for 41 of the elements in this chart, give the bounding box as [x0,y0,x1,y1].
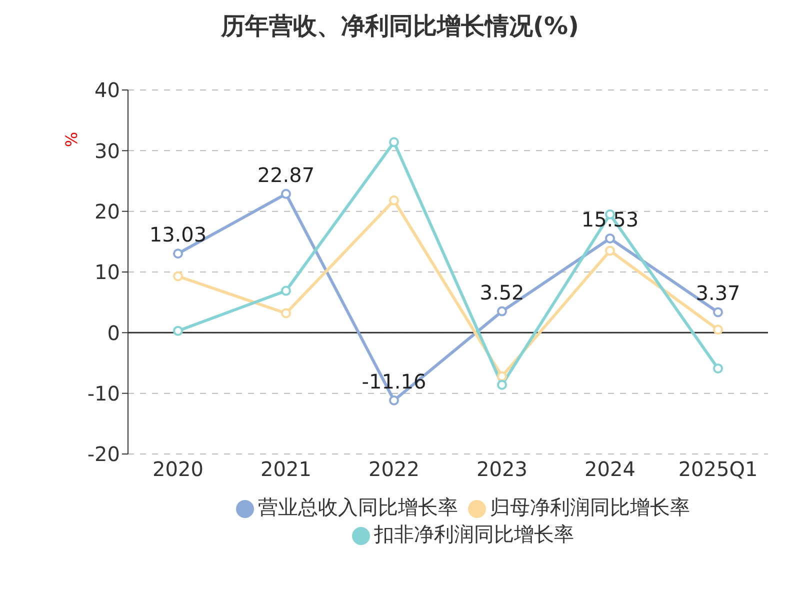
point [281,188,291,199]
point [497,306,507,316]
data-label: 3.37 [696,281,740,306]
data-label: -11.16 [362,369,426,394]
point [497,371,507,382]
y-tick-label: 20 [94,199,120,224]
point [713,307,723,318]
y-tick-label: -10 [87,381,120,406]
data-label: 22.87 [257,162,315,187]
y-tick-label: -20 [87,442,120,466]
x-tick-label: 2023 [476,457,528,482]
point [713,324,723,335]
point [605,246,615,256]
point [389,395,399,406]
x-tick-label: 2025Q1 [678,457,758,482]
data-label: 15.53 [581,207,639,232]
point [281,286,291,296]
point [281,308,291,318]
data-label: 3.52 [480,280,524,304]
y-tick-label: 0 [107,320,120,345]
y-tick-label: 30 [94,138,120,163]
chart-title: 历年营收、净利同比增长情况(%) [220,11,580,42]
point [497,380,507,390]
legend-label: 归母净利润同比增长率 [490,495,690,519]
y-tick-label: 10 [94,260,120,284]
x-tick-label: 2022 [368,457,420,482]
x-tick-label: 2024 [584,457,636,482]
point [605,233,615,244]
legend-label: 营业总收入同比增长率 [258,495,458,519]
legend-label: 扣非净利润同比增长率 [374,522,574,546]
point [173,326,183,336]
x-tick-label: 2020 [152,457,204,482]
x-tick-label: 2021 [260,457,312,482]
y-tick-label: 40 [94,78,120,102]
point [389,195,399,206]
point [173,271,183,282]
data-label: 13.03 [149,222,207,247]
point [713,363,723,374]
point [173,248,183,259]
y-axis-title: % [62,132,82,148]
point [389,137,399,148]
